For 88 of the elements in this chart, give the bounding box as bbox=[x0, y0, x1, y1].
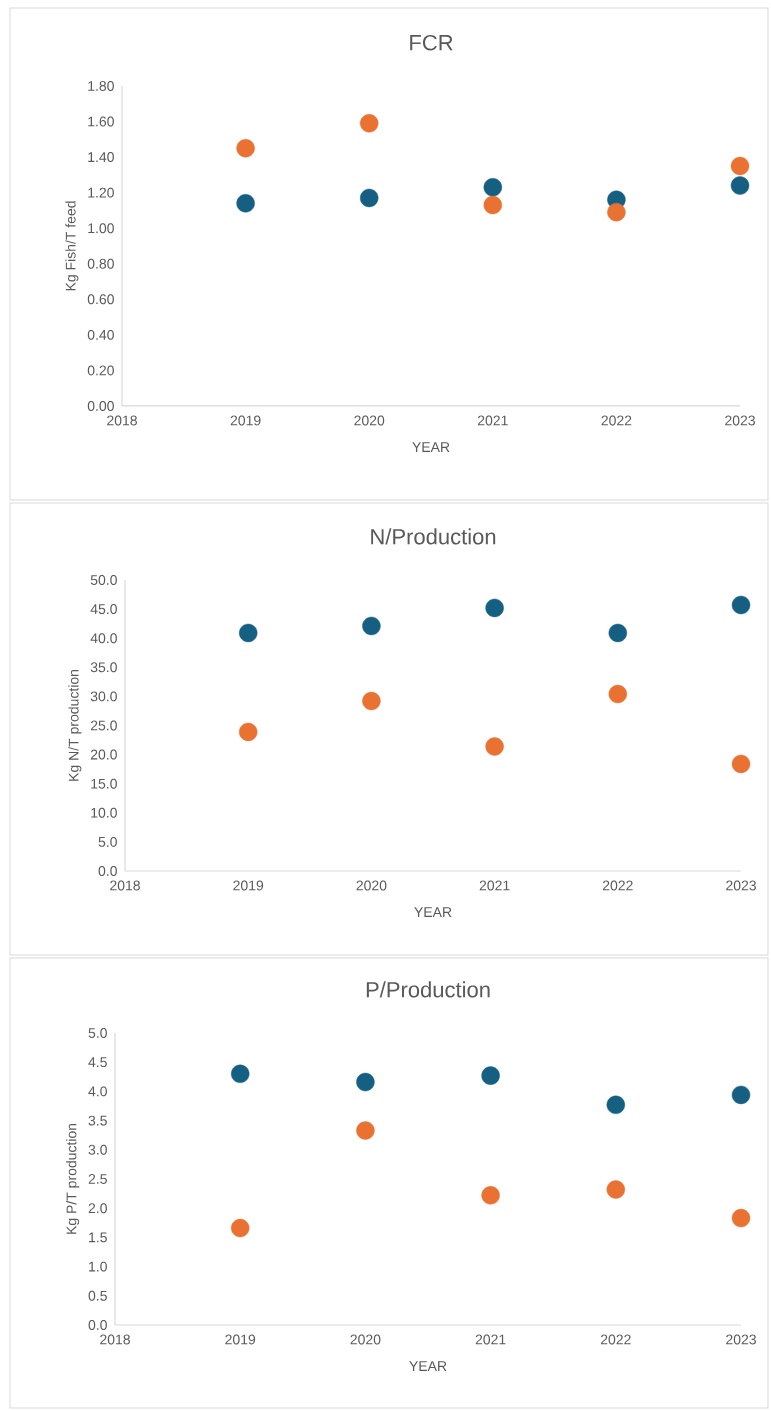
point bbox=[481, 1186, 500, 1205]
point bbox=[731, 1085, 751, 1105]
x-tick-label: 2022 bbox=[600, 1334, 631, 1345]
x-axis-title: YEAR bbox=[409, 1361, 447, 1371]
y-tick-label: 0.20 bbox=[87, 365, 114, 376]
y-tick-label: 2.5 bbox=[88, 1174, 107, 1184]
x-axis-title: YEAR bbox=[412, 442, 450, 452]
y-axis-title: Kg N/T production bbox=[68, 670, 82, 781]
point bbox=[606, 1180, 626, 1199]
y-tick-label: 0.80 bbox=[87, 258, 114, 269]
point bbox=[356, 1121, 375, 1140]
point bbox=[730, 156, 750, 176]
point bbox=[485, 737, 504, 756]
y-tick-label: 4.5 bbox=[88, 1057, 107, 1068]
x-tick-label: 2023 bbox=[726, 1334, 756, 1345]
x-tick-label: 2018 bbox=[100, 1334, 130, 1345]
y-tick-label: 35.0 bbox=[90, 662, 117, 673]
x-tick-label: 2022 bbox=[601, 415, 632, 426]
y-axis-title: Kg Fish/T feed bbox=[65, 201, 79, 291]
x-tick-label: 2023 bbox=[726, 880, 756, 891]
x-tick-label: 2019 bbox=[233, 880, 264, 891]
y-tick-label: 30.0 bbox=[90, 691, 117, 702]
y-tick-label: 3.0 bbox=[88, 1144, 107, 1155]
x-tick-label: 2021 bbox=[477, 415, 508, 426]
point bbox=[608, 684, 628, 704]
x-tick-label: 2020 bbox=[356, 880, 387, 891]
point bbox=[362, 616, 381, 636]
y-tick-label: 45.0 bbox=[90, 604, 117, 615]
point bbox=[360, 114, 379, 133]
y-tick-label: 0.0 bbox=[98, 866, 117, 876]
y-tick-label: 25.0 bbox=[90, 720, 117, 731]
point bbox=[239, 623, 258, 643]
point bbox=[485, 598, 504, 618]
point bbox=[239, 722, 258, 742]
y-tick-label: 1.80 bbox=[88, 81, 114, 91]
x-tick-label: 2018 bbox=[107, 415, 137, 426]
y-tick-label: 1.0 bbox=[89, 1261, 107, 1272]
point bbox=[362, 691, 381, 711]
y-tick-label: 0.40 bbox=[87, 329, 114, 340]
point bbox=[231, 1064, 250, 1084]
point bbox=[730, 176, 750, 195]
point bbox=[360, 188, 379, 208]
y-tick-label: 1.5 bbox=[89, 1232, 107, 1243]
point bbox=[483, 195, 503, 215]
x-tick-label: 2020 bbox=[354, 415, 385, 426]
y-tick-label: 15.0 bbox=[91, 778, 117, 789]
point bbox=[607, 202, 626, 222]
x-axis-title: YEAR bbox=[414, 907, 452, 917]
point bbox=[231, 1218, 250, 1238]
point bbox=[236, 138, 255, 158]
chart-title: P/Production bbox=[366, 981, 490, 998]
y-tick-label: 5.0 bbox=[98, 836, 117, 847]
y-tick-label: 0.0 bbox=[88, 1320, 107, 1330]
x-tick-label: 2019 bbox=[225, 1334, 256, 1345]
point bbox=[606, 1095, 626, 1115]
y-tick-label: 10.0 bbox=[91, 807, 117, 818]
y-tick-label: 0.5 bbox=[88, 1290, 107, 1301]
point bbox=[731, 754, 751, 774]
y-tick-label: 2.0 bbox=[88, 1203, 107, 1214]
y-tick-label: 50.0 bbox=[90, 575, 117, 585]
y-tick-label: 1.40 bbox=[88, 152, 114, 163]
x-tick-label: 2021 bbox=[475, 1334, 506, 1345]
y-tick-label: 0.60 bbox=[87, 294, 114, 305]
y-tick-label: 1.20 bbox=[88, 187, 114, 198]
point bbox=[481, 1066, 500, 1085]
y-tick-label: 3.5 bbox=[88, 1115, 107, 1126]
y-tick-label: 40.0 bbox=[90, 633, 117, 644]
y-tick-label: 4.0 bbox=[88, 1086, 107, 1097]
chart-title: FCR bbox=[410, 34, 453, 51]
y-tick-label: 1.00 bbox=[88, 223, 114, 234]
point bbox=[356, 1072, 375, 1092]
point bbox=[731, 1208, 751, 1228]
point bbox=[731, 595, 751, 615]
point bbox=[483, 178, 503, 197]
x-tick-label: 2021 bbox=[479, 880, 510, 891]
x-tick-label: 2020 bbox=[350, 1334, 381, 1345]
y-tick-label: 5.0 bbox=[88, 1028, 107, 1038]
x-tick-label: 2019 bbox=[230, 415, 261, 426]
point bbox=[236, 194, 255, 213]
x-tick-label: 2018 bbox=[110, 880, 140, 891]
chart-title: N/Production bbox=[371, 528, 496, 545]
x-tick-label: 2023 bbox=[725, 415, 755, 426]
y-axis-title: Kg P/T production bbox=[66, 1123, 80, 1234]
x-tick-label: 2022 bbox=[602, 880, 633, 891]
point bbox=[608, 623, 628, 643]
y-tick-label: 0.00 bbox=[87, 401, 114, 411]
y-tick-label: 20.0 bbox=[90, 749, 117, 760]
y-tick-label: 1.60 bbox=[88, 116, 114, 127]
